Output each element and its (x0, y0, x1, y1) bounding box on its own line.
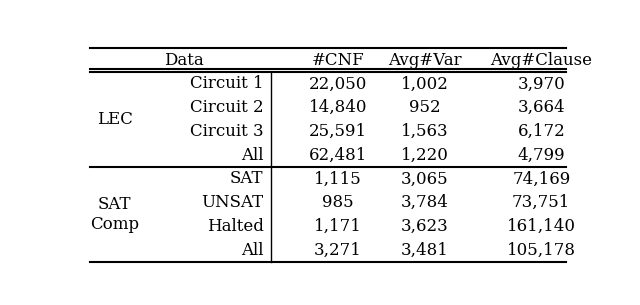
Text: 22,050: 22,050 (308, 75, 367, 92)
Text: 3,664: 3,664 (518, 99, 565, 116)
Text: 62,481: 62,481 (308, 147, 367, 164)
Text: 1,171: 1,171 (314, 218, 362, 235)
Text: SAT
Comp: SAT Comp (90, 196, 140, 233)
Text: 25,591: 25,591 (309, 123, 367, 140)
Text: 1,220: 1,220 (401, 147, 449, 164)
Text: 3,623: 3,623 (401, 218, 449, 235)
Text: UNSAT: UNSAT (202, 194, 264, 211)
Text: Halted: Halted (207, 218, 264, 235)
Text: 1,563: 1,563 (401, 123, 449, 140)
Text: Circuit 2: Circuit 2 (190, 99, 264, 116)
Text: 3,271: 3,271 (314, 242, 362, 259)
Text: #CNF: #CNF (312, 52, 364, 69)
Text: LEC: LEC (97, 111, 132, 128)
Text: 952: 952 (409, 99, 440, 116)
Text: 3,065: 3,065 (401, 170, 449, 188)
Text: Avg#Clause: Avg#Clause (490, 52, 592, 69)
Text: 985: 985 (322, 194, 354, 211)
Text: Avg#Var: Avg#Var (388, 52, 461, 69)
Text: All: All (241, 242, 264, 259)
Text: 105,178: 105,178 (507, 242, 576, 259)
Text: 3,784: 3,784 (401, 194, 449, 211)
Text: SAT: SAT (230, 170, 264, 188)
Text: 74,169: 74,169 (512, 170, 570, 188)
Text: Data: Data (164, 52, 204, 69)
Text: 1,002: 1,002 (401, 75, 449, 92)
Text: 1,115: 1,115 (314, 170, 362, 188)
Text: Circuit 3: Circuit 3 (190, 123, 264, 140)
Text: 73,751: 73,751 (512, 194, 570, 211)
Text: 3,481: 3,481 (401, 242, 449, 259)
Text: Circuit 1: Circuit 1 (190, 75, 264, 92)
Text: 14,840: 14,840 (308, 99, 367, 116)
Text: 6,172: 6,172 (517, 123, 565, 140)
Text: 161,140: 161,140 (507, 218, 576, 235)
Text: 3,970: 3,970 (517, 75, 565, 92)
Text: 4,799: 4,799 (518, 147, 565, 164)
Text: All: All (241, 147, 264, 164)
